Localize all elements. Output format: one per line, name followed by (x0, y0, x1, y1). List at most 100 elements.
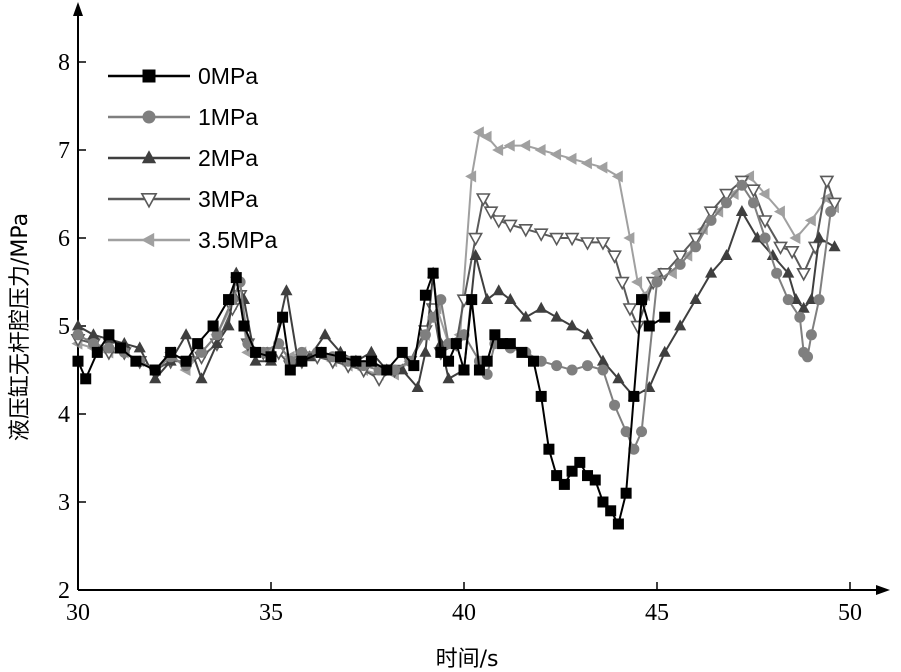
data-point-marker (802, 351, 814, 363)
data-point-marker (566, 319, 579, 331)
data-point-marker (419, 289, 431, 301)
data-point-marker (518, 224, 534, 238)
data-point-marker (103, 329, 115, 341)
data-point-marker (265, 351, 277, 363)
data-point-marker (820, 192, 832, 205)
series-line (77, 209, 836, 398)
data-point-marker (180, 355, 192, 367)
data-point-marker (527, 355, 539, 367)
data-point-marker (210, 337, 224, 348)
data-point-marker (241, 346, 253, 359)
data-point-marker (827, 197, 842, 212)
data-point-marker (411, 381, 424, 392)
data-point-marker (72, 355, 84, 367)
data-point-marker (133, 341, 146, 353)
data-point-marker (469, 249, 482, 260)
data-point-marker (114, 342, 126, 354)
data-point-marker (296, 355, 308, 367)
data-point-marker (535, 301, 548, 313)
data-point-marker (564, 232, 580, 247)
data-point-marker (492, 284, 505, 296)
series-1mpa (72, 179, 837, 455)
data-point-marker (828, 240, 841, 252)
data-point-marker (503, 139, 515, 152)
y-tick-label: 6 (58, 226, 70, 252)
data-point-marker (597, 364, 609, 376)
data-point-marker (80, 373, 92, 385)
data-point-marker (435, 346, 447, 358)
data-point-marker (427, 311, 439, 323)
data-point-marker (543, 443, 555, 455)
y-tick-label: 3 (58, 490, 70, 516)
data-point-marker (748, 197, 759, 209)
data-point-marker (612, 372, 625, 384)
legend: 0MPa 1MPa 2MPa 3MPa 3.5MPa (108, 63, 277, 253)
data-point-marker (611, 170, 623, 183)
series-line (77, 272, 666, 527)
data-point-marker (427, 267, 439, 279)
legend-label: 3MPa (198, 186, 258, 212)
data-point-marker (807, 241, 823, 256)
data-point-marker (396, 346, 408, 358)
data-point-marker (596, 354, 610, 366)
data-point-marker (141, 232, 155, 248)
data-point-marker (623, 231, 635, 245)
data-point-marker (149, 372, 162, 384)
data-point-marker (782, 266, 795, 278)
data-point-marker (483, 206, 499, 220)
data-point-marker (658, 345, 671, 357)
y-axis-title: 液压缸无杆腔压力/MPa (8, 213, 33, 441)
data-point-marker (643, 320, 655, 332)
data-point-marker (442, 372, 455, 384)
data-point-marker (558, 478, 570, 490)
data-point-marker (223, 294, 235, 306)
x-tick-label: 45 (645, 600, 669, 626)
data-point-marker (771, 267, 783, 279)
data-point-marker (581, 328, 594, 340)
data-point-marker (704, 266, 718, 278)
data-point-marker (280, 284, 293, 296)
data-point-marker (489, 329, 501, 341)
data-point-marker (365, 355, 377, 367)
data-point-marker (365, 345, 378, 357)
data-point-marker (565, 152, 577, 165)
data-point-marker (165, 346, 177, 358)
data-point-marker (492, 143, 504, 157)
data-point-marker (140, 193, 158, 209)
data-point-marker (607, 250, 622, 264)
data-point-marker (504, 293, 517, 304)
data-point-marker (450, 338, 462, 350)
data-point-marker (674, 319, 687, 331)
data-point-marker (674, 258, 686, 270)
data-point-marker (230, 272, 242, 284)
data-point-marker (466, 294, 478, 306)
y-tick-label: 7 (58, 138, 70, 164)
data-point-marker (504, 338, 516, 350)
data-point-marker (759, 232, 771, 244)
data-point-marker (192, 338, 204, 350)
data-point-marker (614, 276, 630, 291)
data-point-marker (622, 303, 638, 317)
data-point-marker (250, 346, 262, 358)
data-point-marker (315, 346, 327, 358)
data-point-marker (472, 126, 484, 139)
data-point-marker (551, 470, 563, 482)
data-point-marker (249, 354, 262, 366)
legend-entry: 3MPa (108, 186, 258, 212)
data-point-marker (631, 275, 643, 289)
data-point-marker (813, 294, 825, 306)
data-point-marker (819, 175, 835, 190)
series-layer (70, 126, 842, 530)
data-point-marker (87, 338, 99, 350)
data-point-marker (804, 214, 816, 227)
data-point-marker (103, 342, 115, 354)
data-point-marker (549, 232, 565, 247)
data-point-marker (211, 329, 223, 341)
data-point-marker (651, 276, 663, 288)
x-tick-label: 50 (838, 600, 862, 626)
data-point-marker (550, 148, 562, 161)
data-point-marker (196, 346, 208, 358)
data-point-marker (284, 364, 296, 376)
data-point-marker (550, 310, 563, 322)
x-tick-label: 30 (66, 600, 90, 626)
